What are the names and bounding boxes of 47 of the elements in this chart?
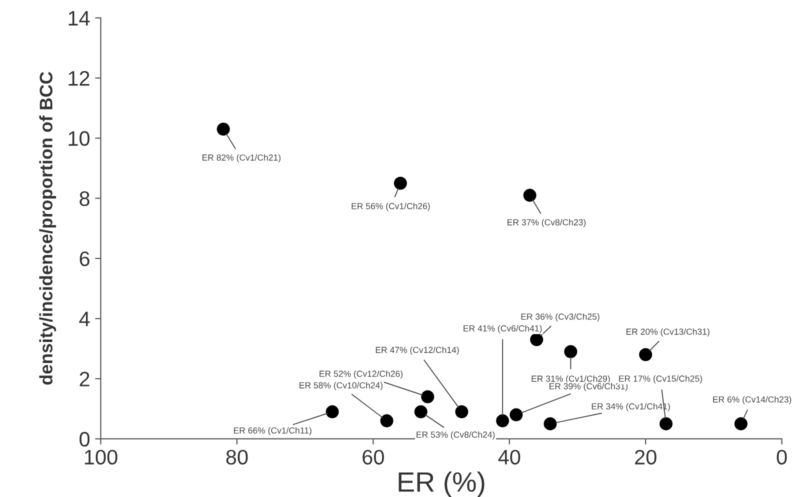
annotation: ER 47% (Cv12/Ch14): [376, 346, 459, 355]
point: [544, 417, 557, 430]
x-tick-label: 20: [635, 450, 656, 465]
y-axis-title: density/incidence/proportion of BCC: [39, 72, 56, 385]
point: [734, 417, 748, 430]
y-tick-label: 14: [68, 11, 90, 26]
annotation: ER 82% (Cv1/Ch21): [202, 154, 280, 162]
annotation: ER 17% (Cv15/Ch25): [619, 375, 702, 384]
annotation: ER 66% (Cv1/Ch11): [234, 427, 312, 436]
annotation: ER 58% (Cv10/Ch24): [300, 382, 382, 390]
point: [326, 405, 339, 418]
x-tick-label: 60: [362, 450, 384, 465]
annotation: ER 39% (Cv6/Ch31): [550, 382, 628, 392]
y-tick-label: 6: [80, 251, 90, 266]
annotation: ER 20% (Cv13/Ch31): [626, 328, 710, 337]
point: [639, 348, 652, 362]
y-tick-label: 2: [80, 372, 90, 386]
y-tick-label: 8: [80, 191, 90, 206]
annotation: ER 52% (Cv12/Ch26): [320, 370, 403, 379]
point: [380, 414, 394, 428]
annotation: ER 56% (Cv1/Ch26): [352, 202, 430, 211]
y-tick-label: 0: [80, 432, 90, 447]
y-tick-label: 12: [68, 71, 90, 86]
x-tick-label: 80: [226, 450, 248, 465]
point: [564, 345, 578, 358]
annotation: ER 53% (Cv8/Ch24): [416, 431, 495, 440]
point: [216, 122, 230, 136]
point: [455, 405, 468, 418]
x-tick-label: 0: [776, 450, 787, 465]
annotation: ER 36% (Cv3/Ch25): [521, 313, 600, 322]
x-axis-title: ER (%): [398, 471, 484, 497]
y-tick-label: 10: [68, 131, 90, 146]
y-tick-label: 4: [79, 312, 90, 326]
point: [394, 176, 407, 190]
point: [510, 408, 523, 422]
x-tick-label: 40: [498, 450, 520, 465]
x-tick-label: 100: [84, 450, 118, 465]
point: [523, 188, 536, 202]
point: [496, 414, 510, 428]
point: [530, 333, 544, 346]
annotation: ER 6% (Cv14/Ch23): [713, 396, 792, 404]
point: [414, 405, 428, 418]
point: [421, 390, 434, 404]
annotation: ER 41% (Cv6/Ch41): [464, 325, 542, 334]
annotation: ER 37% (Cv8/Ch23): [508, 218, 586, 228]
point: [660, 417, 673, 430]
annotation: ER 31% (Cv1/Ch29): [532, 375, 610, 384]
